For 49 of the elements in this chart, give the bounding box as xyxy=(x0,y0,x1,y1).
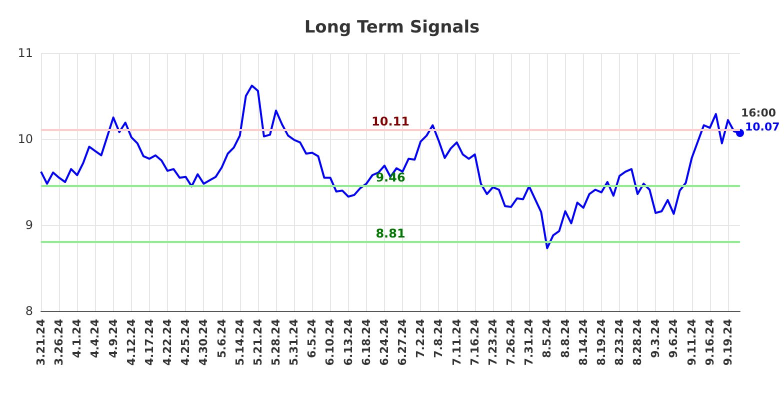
y-tick-label: 8 xyxy=(25,304,33,318)
x-tick-label: 9.11.24 xyxy=(685,318,698,366)
ref-line-label: 9.46 xyxy=(376,170,406,184)
x-tick-label: 5.21.24 xyxy=(251,318,264,366)
x-tick-label: 7.2.24 xyxy=(414,318,428,358)
ref-line-label: 8.81 xyxy=(376,226,406,240)
x-tick-label: 9.3.24 xyxy=(649,318,662,358)
x-tick-label: 4.22.24 xyxy=(161,318,174,366)
x-tick-label: 9.16.24 xyxy=(703,318,716,366)
x-tick-label: 6.10.24 xyxy=(324,318,337,366)
text: 16:00 xyxy=(741,106,776,120)
x-tick-label: 6.13.24 xyxy=(342,318,355,366)
x-tick-label: 7.8.24 xyxy=(432,318,446,358)
x-tick-label: 4.30.24 xyxy=(197,318,210,366)
x-tick-label: 3.21.24 xyxy=(34,318,48,366)
x-tick-label: 5.6.24 xyxy=(215,318,228,358)
x-tick-label: 6.27.24 xyxy=(396,318,410,366)
x-tick-label: 8.14.24 xyxy=(576,318,590,366)
x-tick-label: 7.23.24 xyxy=(486,318,500,366)
x-tick-label: 6.5.24 xyxy=(306,318,319,358)
x-tick-label: 7.31.24 xyxy=(522,318,536,366)
x-tick-label: 4.4.24 xyxy=(88,318,102,358)
x-tick-label: 5.28.24 xyxy=(270,318,283,366)
x-tick-label: 5.14.24 xyxy=(233,318,246,366)
x-tick-label: 8.23.24 xyxy=(612,318,626,366)
ref-line-label: 10.11 xyxy=(372,114,410,129)
x-tick-label: 8.28.24 xyxy=(631,318,644,366)
data-label: 10.07 xyxy=(745,120,780,134)
x-tick-label: 8.5.24 xyxy=(540,318,554,358)
x-tick-label: 7.11.24 xyxy=(450,318,464,366)
x-tick-label: 4.25.24 xyxy=(179,318,192,366)
x-tick-label: 7.16.24 xyxy=(468,318,482,366)
x-tick-label: 7.26.24 xyxy=(504,318,518,366)
x-tick-label: 9.19.24 xyxy=(721,318,734,366)
x-tick-label: 9.6.24 xyxy=(667,318,680,358)
y-tick-label: 11 xyxy=(18,46,33,60)
x-tick-label: 4.12.24 xyxy=(124,318,138,366)
x-tick-label: 4.1.24 xyxy=(70,318,84,358)
x-tick-label: 6.18.24 xyxy=(360,318,373,366)
x-tick-label: 4.17.24 xyxy=(142,318,156,366)
y-tick-label: 10 xyxy=(18,132,33,146)
x-tick-label: 6.24.24 xyxy=(378,318,391,366)
x-tick-label: 8.19.24 xyxy=(594,318,608,366)
x-tick-label: 5.31.24 xyxy=(288,318,301,366)
y-tick-label: 9 xyxy=(25,218,33,232)
x-tick-label: 3.26.24 xyxy=(52,318,66,366)
x-tick-label: 4.9.24 xyxy=(106,318,120,358)
x-tick-label: 8.8.24 xyxy=(558,318,572,358)
chart-title: Long Term Signals xyxy=(304,18,480,38)
